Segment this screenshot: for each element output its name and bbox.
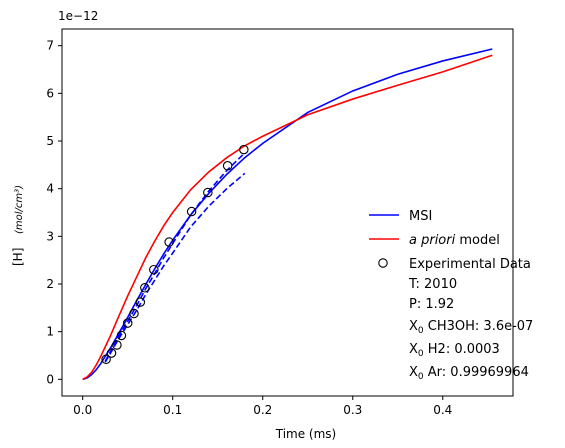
annotation-h2: X0 H2: 0.0003 [409,342,500,359]
series-line-msi [82,48,493,381]
legend-marker-experimental [378,258,388,268]
annotation-h2-rest: H2: 0.0003 [424,342,500,357]
experimental-data-point [203,187,213,198]
annotation-ar-x: X [409,365,418,380]
y-tick-label: 4 [46,182,54,196]
experimental-data-point [239,144,249,155]
annotation-ch3oh: X0 CH3OH: 3.6e-07 [409,319,533,336]
experimental-data-point [122,318,133,328]
y-axis-label: [H] [11,248,25,266]
experimental-data-point [140,283,150,293]
experimental-data-point [149,264,159,275]
y-offset-text: 1e−12 [58,9,98,23]
experimental-data-point [129,308,139,319]
y-tick-label: 6 [46,86,54,100]
y-tick-label: 7 [46,39,54,53]
y-tick-label: 2 [46,277,54,291]
annotation-temperature: T: 2010 [408,277,457,292]
annotation-ch3oh-sub: 0 [418,326,424,336]
y-tick-label: 3 [46,229,54,243]
experimental-data-point [135,297,146,307]
annotation-h2-sub: 0 [418,349,424,359]
ticks-layer: 0.0 0.1 0.2 0.3 0.4 0 1 2 3 4 5 6 7 [46,39,452,417]
annotation-pressure: P: 1.92 [409,297,454,312]
annotation-ar: X0 Ar: 0.99969964 [409,365,529,382]
x-tick-label: 0.0 [73,403,92,417]
x-tick-label: 0.1 [163,403,182,417]
annotation-ar-rest: Ar: 0.99969964 [424,365,529,380]
experimental-data-point [164,237,174,247]
legend-label-apriori-italic: a priori [409,233,456,248]
legend: MSI a priori model Experimental Data T: … [369,209,533,382]
annotation-h2-x: X [409,342,418,357]
x-axis-label: Time (ms) [275,427,337,441]
legend-label-apriori: a priori model [409,233,500,248]
x-tick-label: 0.2 [253,403,272,417]
annotation-ch3oh-rest: CH3OH: 3.6e-07 [424,319,534,334]
experimental-data-point [106,348,117,358]
legend-label-msi: MSI [409,209,432,224]
y-tick-label: 0 [46,372,54,386]
annotation-ch3oh-x: X [409,319,418,334]
y-tick-label: 1 [46,325,54,339]
series-line-msi-dashed-lower [104,172,246,363]
y-tick-label: 5 [46,134,54,148]
y-axis-label-units: (mol/cm³) [14,185,25,234]
experimental-data-point [186,206,197,217]
experimental-data-point [222,161,233,171]
experimental-data-point [116,330,127,341]
experimental-data-point [101,354,111,365]
series-line-apriori [82,54,493,381]
legend-label-apriori-rest: model [455,233,500,248]
y-axis-label-group: [H] (mol/cm³) [11,185,25,266]
annotation-ar-sub: 0 [418,372,424,382]
x-tick-label: 0.4 [433,403,452,417]
scatter-layer [101,144,249,365]
x-tick-label: 0.3 [343,403,362,417]
experimental-data-point [112,340,122,350]
legend-label-experimental: Experimental Data [409,257,531,272]
plot-frame [61,28,514,397]
